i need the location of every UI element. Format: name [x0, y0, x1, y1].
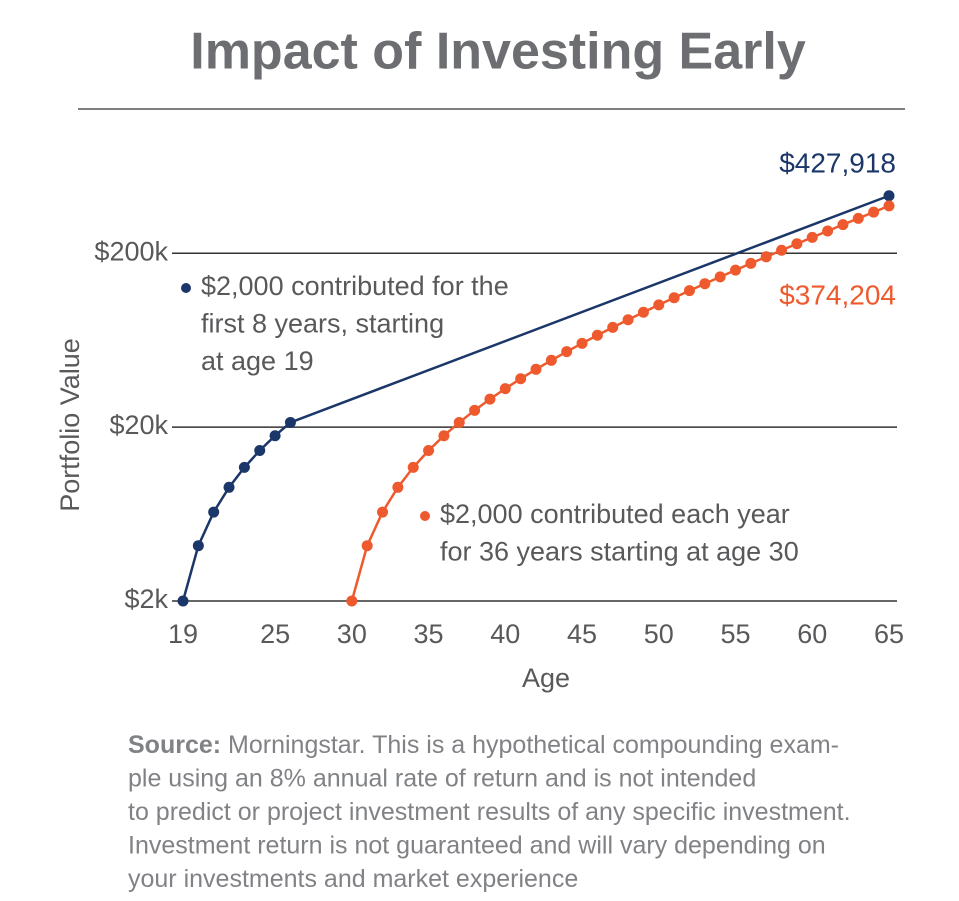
value-label: $374,204: [779, 279, 896, 310]
footnote-text: to predict or project investment results…: [128, 798, 851, 826]
chart-title: Impact of Investing Early: [190, 23, 806, 81]
data-point: [392, 481, 404, 493]
x-axis-label: Age: [522, 663, 570, 693]
data-point: [622, 314, 634, 326]
legend-label: $2,000 contributed each year: [440, 499, 790, 529]
x-tick-label: 50: [644, 619, 674, 649]
legend-label: at age 19: [201, 346, 314, 376]
data-point: [545, 354, 557, 366]
x-tick-label: 40: [490, 619, 520, 649]
y-axis-label: Portfolio Value: [55, 338, 85, 512]
x-tick-label: 65: [874, 619, 904, 649]
data-point: [223, 481, 235, 493]
data-point: [837, 219, 849, 231]
data-point: [423, 444, 435, 456]
data-point: [284, 416, 296, 428]
data-point: [776, 244, 788, 256]
footnote-text: Investment return is not guaranteed and …: [128, 831, 826, 859]
x-tick-label: 35: [414, 619, 444, 649]
data-point: [883, 200, 895, 212]
data-point: [730, 264, 742, 276]
data-point: [883, 190, 895, 202]
data-point: [453, 416, 465, 428]
data-point: [377, 506, 389, 518]
footnote-text: ple using an 8% annual rate of return an…: [128, 764, 756, 792]
footnote-line: Investment return is not guaranteed and …: [128, 831, 826, 859]
data-point: [238, 461, 250, 473]
data-point: [791, 238, 803, 250]
x-tick-label: 25: [260, 619, 290, 649]
footnote-line: your investments and market experience: [128, 865, 578, 893]
data-point: [530, 363, 542, 375]
footnote-text: Morningstar. This is a hypothetical comp…: [221, 731, 839, 759]
data-point: [576, 337, 588, 349]
data-point: [607, 321, 619, 333]
data-point: [699, 278, 711, 290]
legend-label: $2,000 contributed for the: [201, 271, 509, 301]
x-tick-label: 19: [168, 619, 198, 649]
data-point: [591, 329, 603, 341]
x-tick-label: 45: [567, 619, 597, 649]
data-point: [637, 306, 649, 318]
data-point: [469, 404, 481, 416]
data-point: [868, 206, 880, 218]
data-point: [208, 506, 220, 518]
data-point: [714, 271, 726, 283]
data-point: [407, 461, 419, 473]
footnote-text: your investments and market experience: [128, 865, 578, 893]
legend-label: first 8 years, starting: [201, 309, 444, 339]
data-point: [177, 595, 189, 607]
y-tick-label: $20k: [109, 410, 168, 440]
data-point: [438, 430, 450, 442]
footnote-line: ple using an 8% annual rate of return an…: [128, 764, 756, 792]
data-point: [806, 231, 818, 243]
data-point: [499, 383, 511, 395]
data-point: [192, 540, 204, 552]
data-point: [515, 373, 527, 385]
data-point: [361, 540, 373, 552]
x-tick-label: 30: [337, 619, 367, 649]
data-point: [269, 430, 281, 442]
x-tick-label: 55: [720, 619, 750, 649]
data-point: [346, 595, 358, 607]
footnote-line: to predict or project investment results…: [128, 798, 851, 826]
data-point: [653, 299, 665, 311]
data-point: [484, 393, 496, 405]
value-label: $427,918: [779, 147, 896, 178]
data-point: [561, 346, 573, 358]
legend-marker: [420, 511, 430, 521]
y-tick-label: $2k: [124, 584, 168, 614]
data-point: [745, 257, 757, 269]
y-tick-label: $200k: [94, 236, 168, 266]
data-point: [760, 251, 772, 263]
footnote-line: Source: Morningstar. This is a hypotheti…: [128, 731, 839, 759]
data-point: [852, 212, 864, 224]
x-tick-label: 60: [797, 619, 827, 649]
data-point: [668, 292, 680, 304]
data-point: [683, 285, 695, 297]
legend-marker: [181, 283, 191, 293]
data-point: [822, 225, 834, 237]
footnote-label: Source:: [128, 731, 221, 759]
data-point: [254, 444, 266, 456]
legend-label: for 36 years starting at age 30: [440, 537, 799, 567]
